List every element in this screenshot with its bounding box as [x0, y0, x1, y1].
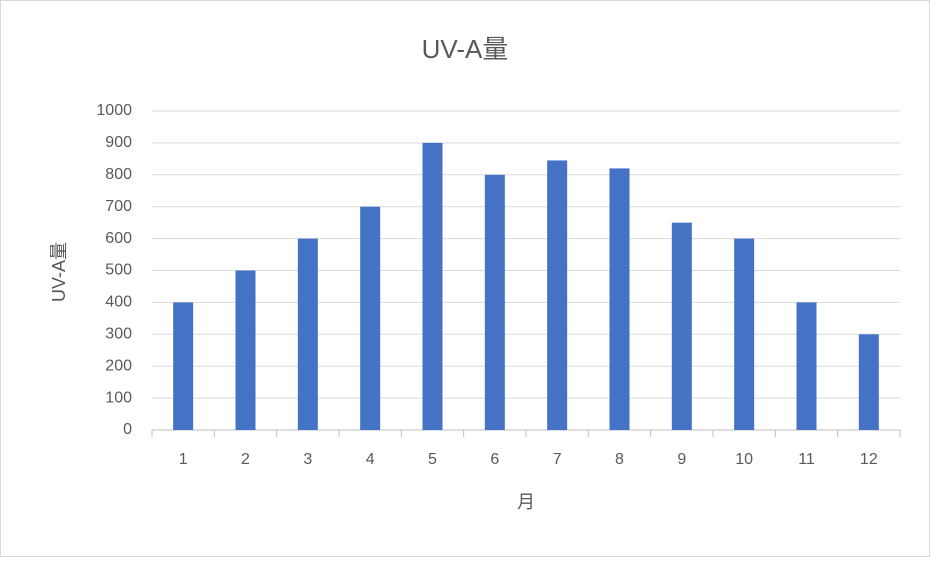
y-tick-label: 600: [105, 230, 132, 247]
x-tick-label: 10: [735, 451, 753, 468]
bar: [173, 302, 194, 430]
x-tick-label: 2: [241, 451, 250, 468]
bar: [796, 302, 817, 430]
y-tick-label: 1000: [96, 102, 132, 119]
bar: [734, 238, 755, 430]
bar: [858, 334, 879, 430]
bar: [360, 206, 381, 430]
bar: [297, 238, 318, 430]
y-tick-label: 500: [105, 262, 132, 279]
x-tick-label: 12: [860, 451, 878, 468]
x-tick-label: 3: [303, 451, 312, 468]
x-tick-label: 11: [798, 451, 815, 468]
y-tick-label: 800: [105, 166, 132, 183]
bar: [235, 270, 256, 430]
bar: [547, 160, 568, 430]
y-axis-label: UV-A量: [49, 242, 69, 302]
x-tick-label: 1: [179, 451, 188, 468]
y-tick-label: 900: [105, 134, 132, 151]
y-tick-label: 700: [105, 198, 132, 215]
x-tick-label: 6: [490, 451, 499, 468]
y-tick-label: 0: [123, 421, 132, 438]
chart-title: UV-A量: [422, 34, 509, 64]
y-tick-label: 100: [105, 389, 132, 406]
x-tick-label: 8: [615, 451, 624, 468]
y-tick-label: 200: [105, 357, 132, 374]
y-tick-label: 300: [105, 326, 132, 343]
x-tick-label: 9: [677, 451, 686, 468]
bar: [671, 222, 692, 430]
bar: [422, 142, 443, 430]
x-tick-label: 4: [366, 451, 375, 468]
x-tick-label: 5: [428, 451, 437, 468]
x-tick-label: 7: [553, 451, 562, 468]
bar: [609, 168, 630, 431]
x-axis-label: 月: [517, 492, 535, 512]
y-tick-label: 400: [105, 294, 132, 311]
bar: [484, 174, 505, 430]
